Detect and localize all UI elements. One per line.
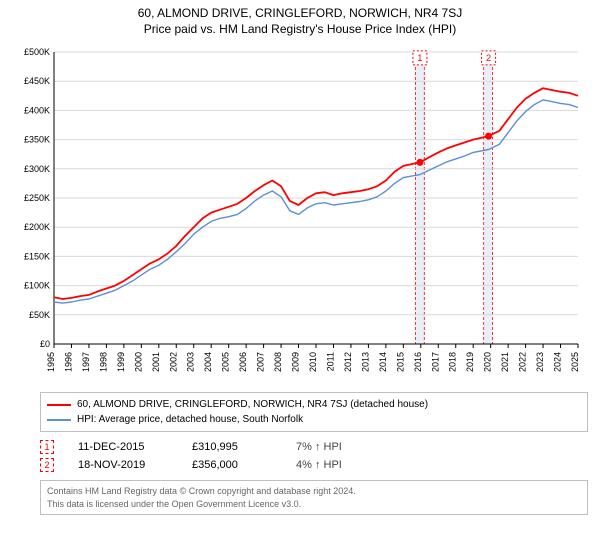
svg-text:£300K: £300K	[24, 164, 50, 174]
svg-text:1: 1	[417, 53, 422, 63]
svg-text:2003: 2003	[186, 352, 196, 372]
svg-text:2012: 2012	[343, 352, 353, 372]
svg-text:£200K: £200K	[24, 222, 50, 232]
svg-text:£100K: £100K	[24, 281, 50, 291]
svg-text:1997: 1997	[81, 352, 91, 372]
sale-date: 18-NOV-2019	[78, 459, 168, 471]
sale-date: 11-DEC-2015	[78, 441, 168, 453]
svg-text:2002: 2002	[168, 352, 178, 372]
legend-swatch	[47, 419, 71, 421]
legend-label: HPI: Average price, detached house, Sout…	[77, 412, 303, 427]
svg-text:2021: 2021	[500, 352, 510, 372]
svg-text:2000: 2000	[133, 352, 143, 372]
svg-text:2022: 2022	[518, 352, 528, 372]
svg-text:£500K: £500K	[24, 47, 50, 57]
footer-line: Contains HM Land Registry data © Crown c…	[47, 485, 581, 498]
svg-text:2005: 2005	[221, 352, 231, 372]
sale-delta: 7% ↑ HPI	[296, 441, 342, 453]
legend-item-hpi: HPI: Average price, detached house, Sout…	[47, 412, 581, 427]
sale-marker-icon: 1	[40, 440, 54, 454]
svg-text:2024: 2024	[553, 352, 563, 372]
legend-label: 60, ALMOND DRIVE, CRINGLEFORD, NORWICH, …	[77, 397, 428, 412]
svg-text:2: 2	[486, 53, 491, 63]
svg-text:2008: 2008	[273, 352, 283, 372]
sale-price: £310,995	[192, 441, 272, 453]
attribution-footer: Contains HM Land Registry data © Crown c…	[40, 480, 588, 515]
sale-price: £356,000	[192, 459, 272, 471]
price-chart: £0 £50K £100K £150K £200K £250K £300K £350K £400…	[12, 44, 588, 384]
svg-text:2004: 2004	[203, 352, 213, 372]
svg-text:£250K: £250K	[24, 193, 50, 203]
svg-text:2020: 2020	[483, 352, 493, 372]
sale-row: 1 11-DEC-2015 £310,995 7% ↑ HPI	[40, 438, 588, 456]
svg-text:2017: 2017	[430, 352, 440, 372]
svg-text:2007: 2007	[256, 352, 266, 372]
chart-svg: £0 £50K £100K £150K £200K £250K £300K £350K £400…	[12, 44, 588, 384]
sale-delta: 4% ↑ HPI	[296, 459, 342, 471]
sale-row: 2 18-NOV-2019 £356,000 4% ↑ HPI	[40, 456, 588, 474]
page-subtitle: Price paid vs. HM Land Registry's House …	[0, 22, 600, 36]
footer-line: This data is licensed under the Open Gov…	[47, 498, 581, 511]
svg-text:1999: 1999	[116, 352, 126, 372]
svg-text:£0: £0	[40, 339, 50, 349]
svg-text:£50K: £50K	[29, 310, 50, 320]
svg-text:2019: 2019	[465, 352, 475, 372]
legend-swatch	[47, 404, 71, 406]
svg-text:£350K: £350K	[24, 135, 50, 145]
legend-item-subject: 60, ALMOND DRIVE, CRINGLEFORD, NORWICH, …	[47, 397, 581, 412]
svg-text:2015: 2015	[395, 352, 405, 372]
svg-text:2011: 2011	[325, 352, 335, 371]
svg-text:1998: 1998	[98, 352, 108, 372]
svg-text:2010: 2010	[308, 352, 318, 372]
svg-text:2006: 2006	[238, 352, 248, 372]
svg-text:2014: 2014	[378, 352, 388, 372]
svg-text:2018: 2018	[448, 352, 458, 372]
svg-text:2001: 2001	[151, 352, 161, 372]
page-title: 60, ALMOND DRIVE, CRINGLEFORD, NORWICH, …	[0, 6, 600, 20]
svg-text:2016: 2016	[413, 352, 423, 372]
svg-text:£150K: £150K	[24, 251, 50, 261]
svg-text:2025: 2025	[570, 352, 580, 372]
svg-text:1996: 1996	[63, 352, 73, 372]
svg-text:2013: 2013	[360, 352, 370, 372]
svg-text:2009: 2009	[291, 352, 301, 372]
sale-marker-icon: 2	[40, 458, 54, 472]
svg-text:1995: 1995	[46, 352, 56, 372]
svg-text:£450K: £450K	[24, 76, 50, 86]
legend: 60, ALMOND DRIVE, CRINGLEFORD, NORWICH, …	[40, 392, 588, 432]
svg-text:£400K: £400K	[24, 105, 50, 115]
sales-table: 1 11-DEC-2015 £310,995 7% ↑ HPI 2 18-NOV…	[40, 438, 588, 474]
svg-text:2023: 2023	[535, 352, 545, 372]
